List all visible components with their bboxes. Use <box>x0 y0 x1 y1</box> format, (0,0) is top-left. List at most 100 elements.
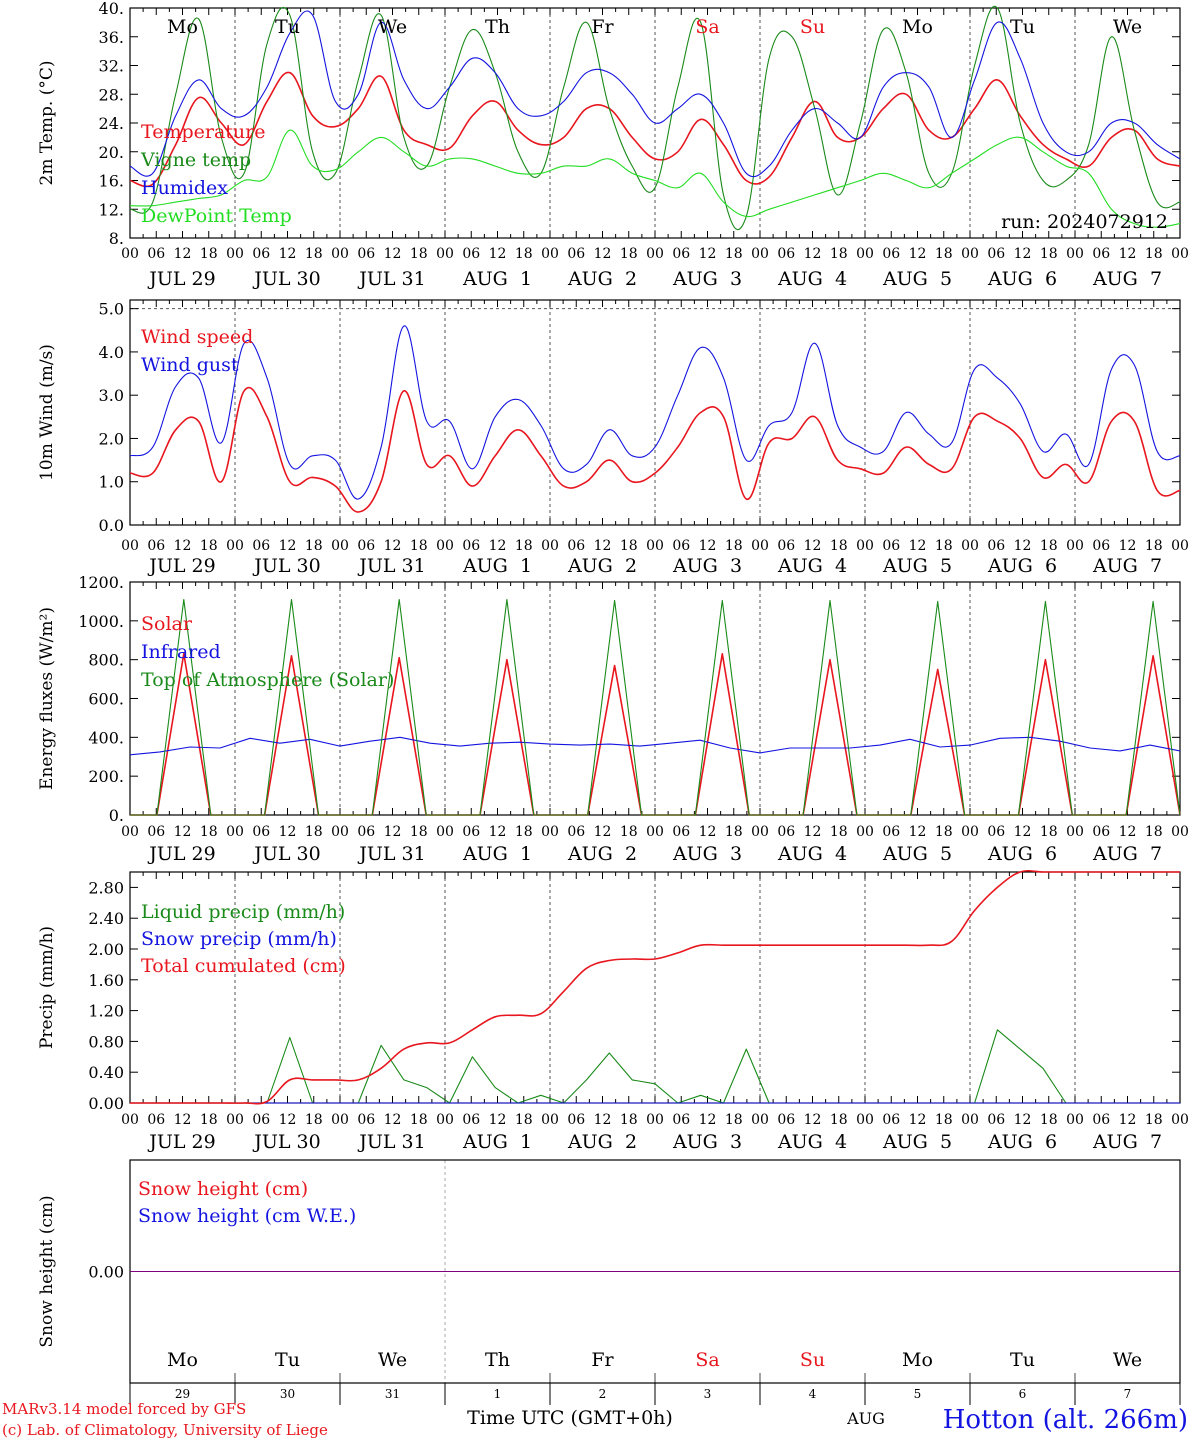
y-axis-label: Precip (mm/h) <box>37 926 57 1049</box>
y-tick-label: 28. <box>99 85 124 104</box>
hour-label: 18 <box>830 538 848 554</box>
bottom-timeline: Mo 29 Tu 30 We 31 Th 1 Fr 2 Sa 3 Su 4 Mo 5 Tu 6 We 7 <box>129 1349 1181 1405</box>
hour-label: 12 <box>1119 1112 1137 1128</box>
y-tick-label: 0.00 <box>88 1094 124 1113</box>
hour-label: 00 <box>541 1112 559 1128</box>
weekday-label: Mo <box>167 16 198 38</box>
series-line-temp-1 <box>129 5 1181 231</box>
hour-label: 06 <box>1092 538 1110 554</box>
time-axis-label: Time UTC (GMT+0h) <box>467 1407 673 1429</box>
hour-label: 12 <box>699 538 717 554</box>
hour-label: 12 <box>804 246 822 262</box>
timeline-daynum: 31 <box>385 1387 400 1401</box>
hour-label: 06 <box>357 824 375 840</box>
hour-label: 18 <box>1145 246 1163 262</box>
hour-label: 06 <box>777 246 795 262</box>
hour-label: 06 <box>252 1112 270 1128</box>
hour-label: 18 <box>830 1112 848 1128</box>
hour-label: 06 <box>147 538 165 554</box>
date-label: JUL 31 <box>357 268 425 290</box>
y-tick-label: 0.0 <box>99 516 124 535</box>
y-tick-label: 800. <box>88 651 124 670</box>
lab-credit: (c) Lab. of Climatology, University of L… <box>2 1421 328 1439</box>
hour-label: 00 <box>961 824 979 840</box>
hour-label: 12 <box>279 246 297 262</box>
hour-label: 12 <box>1119 246 1137 262</box>
hour-label: 06 <box>357 538 375 554</box>
hour-label: 18 <box>725 246 743 262</box>
weekday-label: We <box>1113 16 1142 38</box>
hour-label: 12 <box>279 824 297 840</box>
panel-snow: 0.00 Snow height (cm) Snow height (cm) Snow… <box>37 1159 1181 1384</box>
y-axis-label: Snow height (cm) <box>37 1195 57 1347</box>
hour-label: 00 <box>331 1112 349 1128</box>
hour-label: 12 <box>909 824 927 840</box>
hour-label: 12 <box>384 538 402 554</box>
y-tick-label: 24. <box>99 114 124 133</box>
date-label: AUG 6 <box>987 555 1057 577</box>
date-label: AUG 4 <box>777 843 847 865</box>
hour-label: 00 <box>1066 824 1084 840</box>
hour-label: 12 <box>594 824 612 840</box>
hour-label: 12 <box>1014 1112 1032 1128</box>
hour-label: 00 <box>646 1112 664 1128</box>
hour-label: 06 <box>777 1112 795 1128</box>
timeline-daynum: 1 <box>494 1387 502 1401</box>
hour-label: 00 <box>226 824 244 840</box>
hour-label: 12 <box>909 1112 927 1128</box>
hour-label: 18 <box>200 246 218 262</box>
hour-label: 18 <box>305 538 323 554</box>
hour-label: 18 <box>200 1112 218 1128</box>
legend-entry: Humidex <box>141 177 228 199</box>
y-tick-label: 12. <box>99 200 124 219</box>
series-line-energy-1 <box>129 736 1181 756</box>
timeline-daynum: 5 <box>914 1387 922 1401</box>
hour-label: 06 <box>672 538 690 554</box>
hour-label: 18 <box>305 1112 323 1128</box>
hour-label: 00 <box>1171 538 1189 554</box>
hour-label: 18 <box>410 1112 428 1128</box>
timeline-daynum: 2 <box>599 1387 607 1401</box>
hour-label: 06 <box>252 538 270 554</box>
hour-label: 06 <box>672 824 690 840</box>
hour-label: 18 <box>935 246 953 262</box>
date-label: AUG 1 <box>462 555 532 577</box>
hour-label: 18 <box>620 538 638 554</box>
hour-label: 18 <box>1040 538 1058 554</box>
hour-label: 12 <box>804 1112 822 1128</box>
hour-label: 12 <box>279 538 297 554</box>
weekday-label: Tu <box>1010 16 1035 38</box>
y-tick-label: 40. <box>99 0 124 18</box>
series-line-temp-2 <box>129 10 1181 178</box>
y-tick-label: 2.40 <box>88 909 124 928</box>
y-tick-label: 20. <box>99 143 124 162</box>
hour-label: 12 <box>384 246 402 262</box>
hour-label: 06 <box>777 538 795 554</box>
y-tick-label: 200. <box>88 767 124 786</box>
hour-label: 18 <box>935 824 953 840</box>
date-label: AUG 6 <box>987 1131 1057 1153</box>
y-tick-label: 8. <box>109 229 124 248</box>
y-tick-label: 0. <box>109 806 124 825</box>
hour-label: 06 <box>882 1112 900 1128</box>
date-label: JUL 30 <box>252 1131 320 1153</box>
date-label: JUL 30 <box>252 268 320 290</box>
hour-label: 12 <box>804 824 822 840</box>
hour-label: 18 <box>515 824 533 840</box>
hour-label: 12 <box>489 246 507 262</box>
legend-entry: Temperature <box>141 121 265 143</box>
hour-label: 00 <box>751 538 769 554</box>
hour-label: 00 <box>121 538 139 554</box>
hour-label: 00 <box>331 538 349 554</box>
hour-label: 12 <box>804 538 822 554</box>
hour-label: 00 <box>961 246 979 262</box>
hour-label: 06 <box>567 246 585 262</box>
date-label: AUG 7 <box>1092 268 1162 290</box>
hour-label: 00 <box>1171 246 1189 262</box>
hour-label: 06 <box>777 824 795 840</box>
legend-entry: Vigne temp <box>140 149 251 171</box>
weekday-label: Sa <box>695 16 719 38</box>
date-label: JUL 31 <box>357 1131 425 1153</box>
hour-label: 00 <box>856 538 874 554</box>
